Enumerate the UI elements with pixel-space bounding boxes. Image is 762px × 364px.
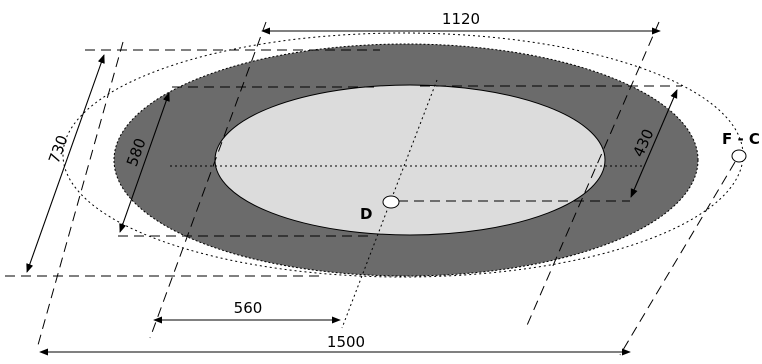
dim-text-outer-height: 730 (45, 133, 72, 166)
dim-text-top-width: 1120 (442, 10, 480, 28)
dim-text-inner-half-width: 560 (234, 299, 263, 317)
ext-line-outer-left (37, 41, 124, 346)
dim-text-bottom-width: 1500 (327, 333, 365, 351)
dim-arrow-inner-height (630, 89, 678, 198)
drain-circle (382, 195, 400, 209)
drain-label: D (360, 205, 372, 223)
tub-basin (214, 84, 606, 236)
ext-line-top-left (149, 21, 267, 339)
ext-line-outer-right (619, 161, 736, 356)
faucet-connection-label: F - C (722, 130, 760, 148)
faucet-connection-circle (731, 149, 747, 163)
ext-line-top-right (524, 21, 660, 331)
center-axis-diagonal (341, 79, 438, 329)
dim-arrow-mid-height (119, 92, 170, 233)
dim-arrow-outer-height (26, 54, 105, 273)
